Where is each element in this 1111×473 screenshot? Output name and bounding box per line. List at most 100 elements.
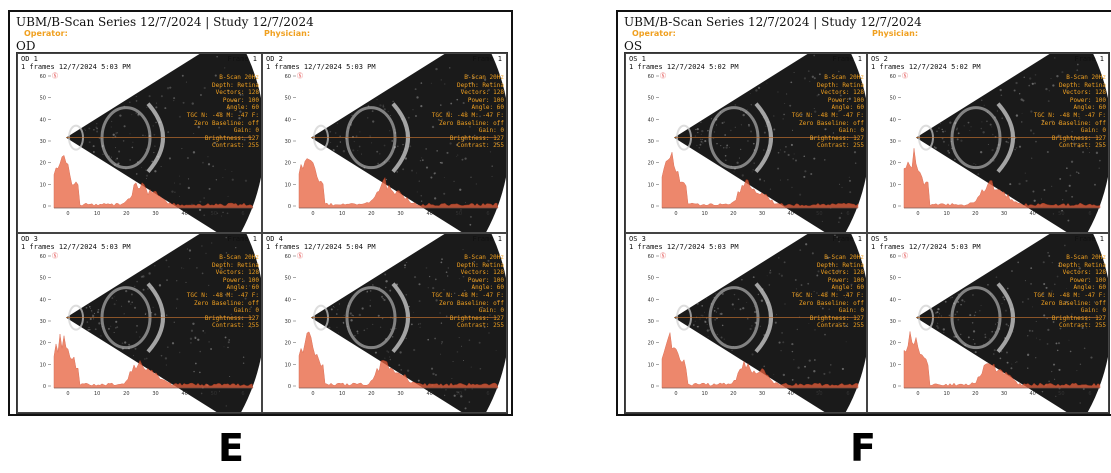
- x-tick-label: 10: [701, 391, 707, 397]
- scan-parameter: TGC N: -48 M: -47 F:: [431, 111, 504, 119]
- bscan-image: 60 50 40 30 20 10 0 Ⓢ 0 10 20 30 40 50 6: [285, 234, 506, 412]
- y-tick-label: 10: [40, 362, 46, 368]
- y-tick-label: 30: [890, 139, 896, 145]
- x-tick-label: 0: [674, 211, 677, 217]
- panel-timestamp: 1 frames 12/7/2024 5:03 PM: [629, 243, 739, 251]
- probe-marker-icon: Ⓢ: [902, 72, 908, 80]
- y-tick-label: 20: [285, 161, 291, 167]
- scan-parameter: Angle: 60: [471, 284, 504, 292]
- scan-panel[interactable]: 60 50 40 30 20 10 0 Ⓢ 0 10 20 30 40 50 6 OS 1 Frame 1 1 f…: [625, 53, 867, 233]
- x-tick-label: 6: [486, 391, 489, 397]
- scan-panel[interactable]: 60 50 40 30 20 10 0 Ⓢ 0 10 20 30 40 50 6 OD 3 Frame 1 1 f…: [17, 233, 262, 413]
- panel-timestamp: 1 frames 12/7/2024 5:03 PM: [21, 243, 131, 251]
- y-tick-label: 40: [648, 117, 654, 123]
- x-tick-label: 50: [456, 391, 462, 397]
- y-tick-label: 60: [648, 254, 654, 260]
- scan-parameter: Zero Baseline: off: [798, 299, 864, 307]
- x-tick-label: 6: [241, 391, 244, 397]
- scan-parameter: B-Scan 20Hz: [219, 74, 259, 81]
- x-tick-label: 10: [94, 391, 100, 397]
- x-tick-label: 30: [152, 391, 158, 397]
- y-tick-label: 10: [285, 362, 291, 368]
- scan-parameter: TGC N: -48 M: -47 F:: [186, 291, 259, 299]
- ascan-profile: [903, 331, 1101, 389]
- scan-parameter: Contrast: 255: [457, 322, 504, 330]
- y-tick-label: 40: [285, 297, 291, 303]
- figure-label-f: F: [850, 426, 876, 470]
- y-tick-label: 0: [893, 204, 896, 210]
- scan-parameter: Depth: Retina: [1059, 261, 1106, 269]
- x-axis: 0 10 20 30 40 50 6: [916, 391, 1091, 397]
- x-tick-label: 20: [368, 211, 374, 217]
- scan-parameter: Angle: 60: [1073, 104, 1106, 112]
- y-tick-label: 60: [890, 74, 896, 80]
- scan-panel[interactable]: 60 50 40 30 20 10 0 Ⓢ 0 10 20 30 40 50 6 OD 2 Frame 1 1 f…: [262, 53, 507, 233]
- ascan-profile: [53, 155, 254, 209]
- scan-parameters: B-Scan 20Hz Depth: Retina Vectors: 128 Powe…: [792, 254, 864, 330]
- x-tick-label: 20: [123, 391, 129, 397]
- operator-label: Operator:: [24, 29, 68, 38]
- y-axis: 60 50 40 30 20 10 0: [648, 74, 659, 210]
- frame-label: Frame 1: [832, 55, 862, 63]
- scan-parameter: Depth: Retina: [817, 81, 864, 89]
- frame-label: Frame 1: [832, 235, 862, 243]
- scan-parameter: TGC N: -48 M: -47 F:: [791, 291, 864, 299]
- x-tick-label: 0: [674, 391, 677, 397]
- probe-marker-icon: Ⓢ: [297, 252, 303, 260]
- scan-panel[interactable]: 60 50 40 30 20 10 0 Ⓢ 0 10 20 30 40 50 6 OS 5 Frame 1 1 f…: [867, 233, 1109, 413]
- x-tick-label: 20: [972, 391, 978, 397]
- x-tick-label: 30: [397, 211, 403, 217]
- scan-parameter: Vectors: 128: [215, 89, 259, 97]
- scan-parameter: Gain: 0: [478, 307, 504, 315]
- scan-parameter: Brightness: 127: [1051, 314, 1106, 322]
- x-tick-label: 0: [66, 211, 69, 217]
- scan-panel[interactable]: 60 50 40 30 20 10 0 Ⓢ 0 10 20 30 40 50 6 OS 3 Frame 1 1 f…: [625, 233, 867, 413]
- x-axis: 0 10 20 30 40 50 6: [311, 211, 489, 217]
- scan-parameter: Gain: 0: [233, 127, 259, 135]
- y-tick-label: 60: [648, 74, 654, 80]
- x-tick-label: 50: [816, 391, 822, 397]
- scan-parameter: Zero Baseline: off: [1040, 119, 1106, 127]
- scan-parameter: Zero Baseline: off: [438, 299, 504, 307]
- probe-marker-icon: Ⓢ: [52, 252, 58, 260]
- y-tick-label: 60: [40, 74, 46, 80]
- y-tick-label: 40: [890, 297, 896, 303]
- x-tick-label: 20: [368, 391, 374, 397]
- scan-parameter: Power: 100: [222, 276, 259, 284]
- scan-parameter: Vectors: 128: [1062, 89, 1106, 97]
- x-tick-label: 20: [123, 211, 129, 217]
- panel-timestamp: 1 frames 12/7/2024 5:02 PM: [871, 63, 981, 71]
- scan-panel[interactable]: 60 50 40 30 20 10 0 Ⓢ 0 10 20 30 40 50 6 OD 4 Frame 1 1 f…: [262, 233, 507, 413]
- report-f: UBM/B-Scan Series 12/7/2024 | Study 12/7…: [616, 10, 1111, 416]
- panel-timestamp: 1 frames 12/7/2024 5:03 PM: [266, 63, 376, 71]
- x-tick-label: 10: [943, 391, 949, 397]
- x-axis: 0 10 20 30 40 50 6: [66, 211, 244, 217]
- panel-id: OD 4: [266, 235, 283, 243]
- bscan-image: 60 50 40 30 20 10 0 Ⓢ 0 10 20 30 40 50 6: [648, 234, 866, 412]
- panel-id: OS 3: [629, 235, 646, 243]
- scan-panel[interactable]: 60 50 40 30 20 10 0 Ⓢ 0 10 20 30 40 50 6 OS 2 Frame 1 1 f…: [867, 53, 1109, 233]
- scan-parameter: B-Scan 20Hz: [1066, 254, 1106, 261]
- scan-parameter: Brightness: 127: [809, 134, 864, 142]
- probe-marker-icon: Ⓢ: [660, 252, 666, 260]
- scan-parameter: B-Scan 20Hz: [1066, 74, 1106, 81]
- x-tick-label: 40: [1029, 211, 1035, 217]
- y-tick-label: 30: [40, 319, 46, 325]
- scan-parameter: Brightness: 127: [1051, 134, 1106, 142]
- y-tick-label: 0: [43, 204, 46, 210]
- x-tick-label: 0: [916, 391, 919, 397]
- scan-parameter: Brightness: 127: [449, 134, 504, 142]
- scan-parameter: Angle: 60: [831, 104, 864, 112]
- scan-parameter: B-Scan 20Hz: [219, 254, 259, 261]
- y-tick-label: 40: [648, 297, 654, 303]
- x-tick-label: 50: [1058, 211, 1064, 217]
- scan-parameter: Contrast: 255: [1059, 142, 1106, 150]
- y-tick-label: 30: [40, 139, 46, 145]
- scan-parameter: Power: 100: [827, 276, 864, 284]
- scan-panel[interactable]: 60 50 40 30 20 10 0 Ⓢ 0 10 20 30 40 50 6 OD 1 Frame 1 1 f…: [17, 53, 262, 233]
- x-tick-label: 50: [456, 211, 462, 217]
- x-tick-label: 40: [1029, 391, 1035, 397]
- x-tick-label: 40: [426, 391, 432, 397]
- ascan-profile: [298, 158, 499, 209]
